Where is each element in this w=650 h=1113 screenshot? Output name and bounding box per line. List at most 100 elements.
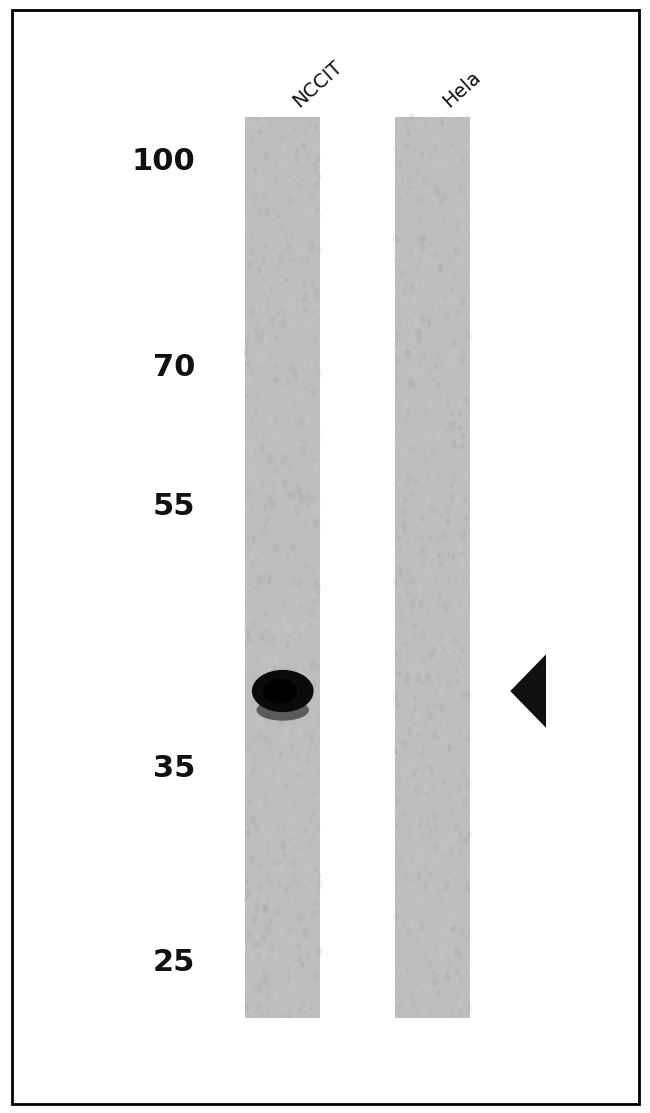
Circle shape [299, 957, 302, 962]
Circle shape [274, 657, 280, 666]
Circle shape [302, 997, 305, 1003]
Circle shape [249, 952, 253, 958]
Circle shape [298, 184, 301, 190]
Circle shape [287, 302, 290, 307]
Circle shape [411, 579, 415, 584]
Circle shape [406, 150, 408, 155]
Circle shape [460, 158, 463, 162]
Circle shape [272, 838, 275, 844]
Circle shape [246, 629, 247, 631]
Circle shape [415, 346, 417, 348]
Circle shape [285, 479, 287, 482]
Circle shape [421, 900, 425, 908]
Circle shape [440, 951, 443, 954]
Circle shape [313, 810, 315, 815]
Circle shape [436, 430, 440, 437]
Circle shape [465, 114, 469, 120]
Circle shape [436, 188, 440, 196]
Circle shape [407, 673, 408, 676]
Circle shape [263, 349, 268, 358]
Circle shape [297, 943, 300, 948]
Circle shape [410, 114, 413, 120]
Circle shape [281, 461, 283, 465]
Circle shape [423, 983, 426, 988]
Circle shape [461, 977, 462, 979]
Circle shape [461, 531, 466, 540]
Circle shape [259, 682, 264, 690]
Circle shape [311, 283, 314, 287]
Circle shape [266, 581, 269, 584]
Circle shape [281, 843, 285, 850]
Circle shape [278, 429, 281, 435]
Circle shape [314, 289, 319, 298]
Circle shape [257, 575, 261, 582]
Circle shape [450, 142, 452, 147]
Circle shape [433, 703, 436, 708]
Circle shape [302, 250, 305, 257]
Circle shape [402, 273, 406, 278]
Circle shape [268, 575, 271, 581]
Circle shape [414, 784, 415, 786]
Circle shape [310, 661, 315, 669]
Circle shape [306, 953, 311, 959]
Circle shape [441, 284, 444, 288]
Circle shape [306, 491, 311, 500]
Circle shape [450, 811, 452, 815]
Circle shape [410, 249, 412, 254]
Text: NCCIT: NCCIT [289, 58, 346, 111]
Circle shape [289, 836, 292, 841]
Circle shape [465, 431, 469, 437]
Circle shape [318, 948, 322, 954]
Circle shape [311, 495, 315, 502]
Circle shape [398, 238, 400, 240]
Circle shape [416, 168, 419, 174]
Circle shape [398, 122, 403, 130]
Circle shape [431, 943, 432, 945]
Circle shape [295, 508, 299, 515]
Circle shape [404, 737, 405, 739]
Circle shape [249, 248, 254, 256]
Circle shape [302, 299, 305, 303]
Circle shape [413, 148, 416, 154]
Circle shape [250, 560, 254, 567]
Circle shape [295, 487, 298, 492]
Circle shape [260, 580, 263, 584]
Circle shape [424, 563, 429, 571]
Circle shape [451, 357, 456, 365]
Circle shape [434, 199, 438, 206]
Circle shape [403, 771, 407, 777]
Circle shape [297, 689, 300, 692]
Circle shape [403, 661, 406, 666]
Circle shape [313, 162, 316, 167]
Circle shape [268, 956, 270, 959]
Circle shape [266, 925, 271, 934]
Circle shape [313, 599, 316, 603]
Circle shape [268, 573, 273, 580]
Circle shape [319, 506, 320, 509]
Circle shape [434, 844, 437, 850]
Circle shape [462, 417, 467, 425]
Circle shape [396, 777, 400, 784]
Circle shape [423, 1004, 428, 1013]
Circle shape [448, 577, 450, 582]
Circle shape [249, 800, 252, 804]
Circle shape [266, 426, 268, 429]
Circle shape [267, 494, 271, 502]
Circle shape [285, 277, 288, 282]
Circle shape [421, 315, 426, 323]
Circle shape [256, 480, 261, 487]
Circle shape [266, 851, 268, 855]
Circle shape [245, 504, 249, 510]
Circle shape [460, 297, 465, 305]
Circle shape [265, 245, 266, 248]
Circle shape [443, 433, 447, 437]
Circle shape [407, 129, 409, 132]
Circle shape [281, 878, 285, 885]
Circle shape [287, 663, 291, 670]
Circle shape [296, 149, 298, 151]
Circle shape [413, 623, 417, 629]
Circle shape [410, 919, 414, 927]
Circle shape [272, 638, 274, 641]
Circle shape [257, 267, 261, 274]
Circle shape [465, 141, 470, 150]
